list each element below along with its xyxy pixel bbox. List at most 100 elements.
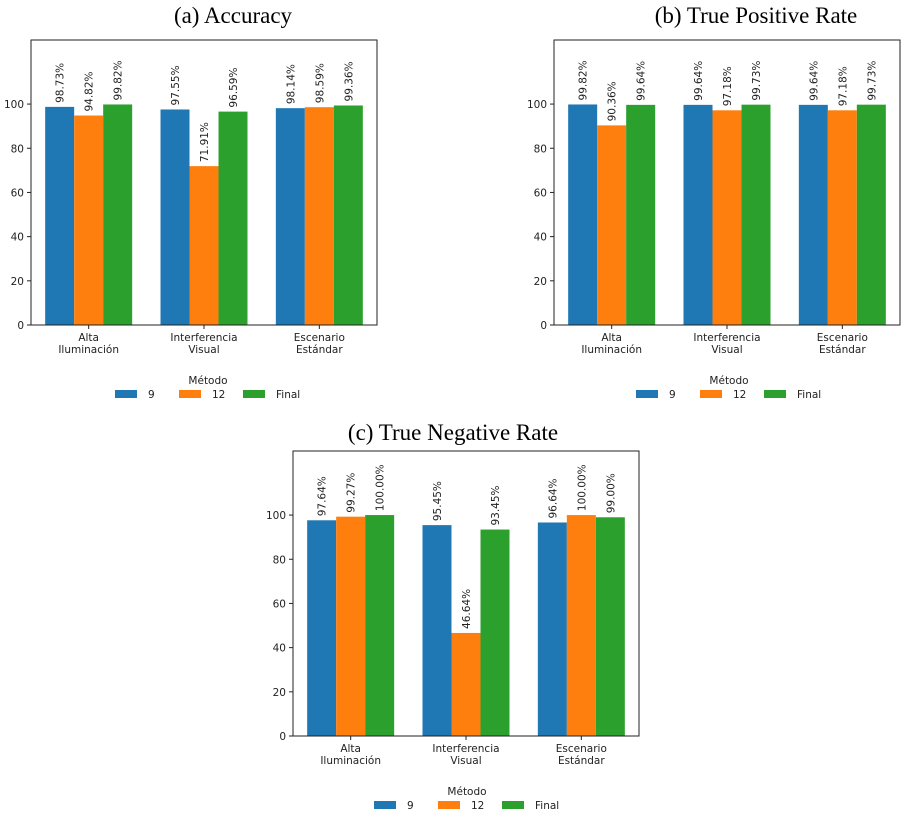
- x-tick-label: Estándar: [296, 344, 343, 356]
- x-tick-label: Visual: [188, 344, 219, 356]
- legend-label-final: Final: [535, 800, 559, 812]
- y-tick-label: 40: [11, 232, 24, 244]
- bar-9-escenario: [537, 522, 567, 736]
- data-label: 99.73%: [751, 61, 763, 101]
- chart-title: (c) True Negative Rate: [348, 420, 558, 445]
- bar-12-interferencia: [189, 166, 219, 325]
- legend-label-9: 9: [669, 389, 676, 401]
- data-label: 100.00%: [375, 464, 387, 511]
- legend-label-9: 9: [148, 389, 155, 401]
- data-label: 99.27%: [346, 473, 358, 513]
- x-tick-label: Interferencia: [693, 332, 760, 344]
- data-label: 90.36%: [607, 81, 619, 121]
- x-tick-label: Alta: [601, 332, 622, 344]
- y-tick-label: 0: [17, 320, 24, 332]
- y-tick-label: 20: [11, 276, 24, 288]
- data-label: 99.64%: [693, 61, 705, 101]
- bar-12-alta: [74, 115, 104, 326]
- x-tick-label: Alta: [340, 743, 361, 755]
- y-tick-label: 20: [534, 276, 547, 288]
- x-tick-label: Visual: [450, 755, 481, 767]
- x-tick-label: Estándar: [558, 755, 605, 767]
- y-tick-label: 100: [527, 99, 547, 111]
- data-label: 71.91%: [199, 122, 211, 162]
- bar-9-alta: [45, 106, 75, 325]
- x-tick-label: Interferencia: [432, 743, 499, 755]
- y-tick-label: 60: [11, 187, 24, 199]
- bar-9-alta: [568, 104, 598, 326]
- legend-label-9: 9: [407, 800, 414, 812]
- bar-final-interferencia: [218, 111, 248, 325]
- bar-12-interferencia: [712, 110, 742, 325]
- legend-swatch-9: [636, 390, 658, 398]
- bar-12-alta: [336, 516, 366, 736]
- legend-swatch-final: [764, 390, 786, 398]
- x-tick-label: Alta: [78, 332, 99, 344]
- data-label: 94.82%: [84, 71, 96, 111]
- y-tick-label: 100: [4, 99, 24, 111]
- y-tick-label: 0: [279, 731, 286, 743]
- data-label: 99.64%: [808, 61, 820, 101]
- data-label: 98.14%: [285, 64, 297, 104]
- bar-12-alta: [597, 125, 627, 326]
- bar-9-interferencia: [422, 525, 452, 736]
- bar-final-escenario: [595, 517, 625, 736]
- y-tick-label: 60: [273, 598, 286, 610]
- legend-swatch-12: [179, 390, 201, 398]
- data-label: 95.45%: [432, 481, 444, 521]
- x-tick-label: Iluminación: [58, 344, 119, 356]
- chart-title: (a) Accuracy: [174, 3, 293, 28]
- data-label: 99.36%: [343, 61, 355, 101]
- legend-label-final: Final: [276, 389, 300, 401]
- data-label: 46.64%: [461, 589, 473, 629]
- data-label: 99.64%: [636, 61, 648, 101]
- x-tick-label: Visual: [711, 344, 742, 356]
- legend-swatch-final: [243, 390, 265, 398]
- bar-9-interferencia: [683, 104, 713, 326]
- data-label: 100.00%: [576, 464, 588, 511]
- legend-title: Método: [447, 786, 486, 798]
- x-tick-label: Iluminación: [320, 755, 381, 767]
- x-tick-label: Interferencia: [170, 332, 237, 344]
- bar-final-escenario: [856, 104, 886, 325]
- data-label: 97.64%: [317, 476, 329, 516]
- bar-12-escenario: [827, 110, 857, 325]
- legend-label-final: Final: [797, 389, 821, 401]
- y-tick-label: 0: [540, 320, 547, 332]
- y-tick-label: 80: [273, 554, 286, 566]
- panel-accuracy: (a) Accuracy 0 20 40 60 80 100 98.73% 94.82% 99.8…: [4, 3, 378, 401]
- bar-12-escenario: [304, 107, 334, 326]
- legend-swatch-9: [374, 801, 396, 809]
- legend-swatch-12: [438, 801, 460, 809]
- data-label: 99.00%: [605, 473, 617, 513]
- y-tick-label: 40: [273, 643, 286, 655]
- data-label: 99.82%: [113, 60, 125, 100]
- y-tick-label: 60: [534, 187, 547, 199]
- bar-final-escenario: [333, 105, 363, 325]
- data-label: 97.18%: [722, 66, 734, 106]
- chart-title: (b) True Positive Rate: [655, 3, 858, 28]
- bar-final-interferencia: [480, 529, 510, 736]
- data-label: 99.73%: [866, 61, 878, 101]
- legend-label-12: 12: [212, 389, 225, 401]
- bar-final-alta: [365, 515, 395, 736]
- y-tick-label: 40: [534, 232, 547, 244]
- x-tick-label: Escenario: [556, 743, 607, 755]
- bar-12-escenario: [566, 515, 596, 736]
- data-label: 93.45%: [490, 485, 502, 525]
- y-tick-label: 20: [273, 687, 286, 699]
- data-label: 98.73%: [55, 63, 67, 103]
- plot-frame: [292, 450, 640, 737]
- legend-title: Método: [188, 375, 227, 387]
- legend-swatch-9: [115, 390, 137, 398]
- bar-9-escenario: [275, 108, 305, 325]
- data-label: 99.82%: [578, 60, 590, 100]
- legend-swatch-final: [502, 801, 524, 809]
- data-label: 98.59%: [314, 63, 326, 103]
- x-tick-label: Estándar: [819, 344, 866, 356]
- data-label: 97.18%: [837, 66, 849, 106]
- panel-true-positive-rate: (b) True Positive Rate 0 20 40 60 80 100 99.82%…: [527, 3, 901, 401]
- bar-9-escenario: [798, 104, 828, 326]
- data-label: 96.64%: [547, 478, 559, 518]
